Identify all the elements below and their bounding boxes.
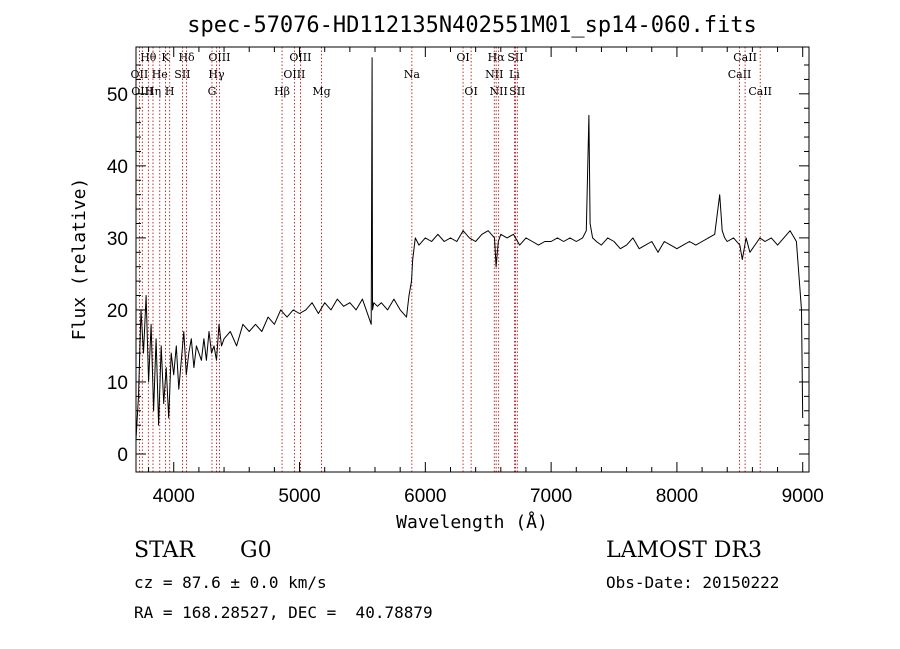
chart-title: spec-57076-HD112135N402551M01_sp14-060.f… bbox=[187, 13, 757, 38]
y-tick-label: 10 bbox=[107, 373, 128, 394]
marker-label: OIII bbox=[131, 85, 153, 98]
plot-frame bbox=[135, 46, 810, 473]
marker-label: OIII bbox=[283, 68, 305, 81]
x-tick-label: 4000 bbox=[153, 486, 195, 507]
y-tick-label: 50 bbox=[107, 85, 128, 106]
marker-label: Na bbox=[404, 68, 421, 81]
marker-label: CaII bbox=[748, 85, 772, 98]
plot-area bbox=[135, 57, 804, 440]
y-axis-label: Flux (relative) bbox=[69, 178, 90, 341]
marker-label: He bbox=[152, 68, 168, 81]
x-tick-label: 5000 bbox=[278, 486, 320, 507]
marker-label: SII bbox=[174, 68, 190, 81]
x-tick-label: 7000 bbox=[530, 486, 572, 507]
marker-label: CaII bbox=[728, 68, 752, 81]
y-tick-label: 40 bbox=[107, 157, 128, 178]
redshift-readout: cz = 87.6 ± 0.0 km/s bbox=[134, 573, 327, 592]
marker-label: Hη bbox=[145, 85, 161, 98]
x-tick-label: 9000 bbox=[782, 486, 824, 507]
obs-date: Obs-Date: 20150222 bbox=[606, 573, 780, 592]
marker-label: Hδ bbox=[178, 51, 195, 64]
marker-label: Hβ bbox=[274, 85, 290, 98]
marker-label: SII bbox=[507, 51, 523, 64]
x-tick-label: 6000 bbox=[404, 486, 446, 507]
y-tick-label: 20 bbox=[107, 301, 128, 322]
marker-label: OII bbox=[131, 68, 149, 81]
marker-label: Hθ bbox=[140, 51, 157, 64]
marker-label: CaII bbox=[733, 51, 757, 64]
y-tick-label: 0 bbox=[117, 445, 128, 466]
marker-label: Hα bbox=[488, 51, 506, 64]
object-subclass: G0 bbox=[240, 538, 272, 563]
marker-label: K bbox=[161, 51, 170, 64]
marker-label: SII bbox=[509, 85, 525, 98]
marker-label: G bbox=[208, 85, 217, 98]
marker-label: NII bbox=[485, 68, 503, 81]
object-class: STAR bbox=[134, 538, 195, 563]
marker-label: OIII bbox=[289, 51, 311, 64]
survey-name: LAMOST DR3 bbox=[606, 538, 762, 563]
marker-label: Mg bbox=[312, 85, 330, 98]
marker-label: H bbox=[165, 85, 175, 98]
coordinates: RA = 168.28527, DEC = 40.78879 bbox=[134, 603, 433, 622]
marker-label: Hγ bbox=[208, 68, 225, 81]
y-tick-label: 30 bbox=[107, 229, 128, 250]
axis-ticks: 4000 5000 6000 7000 8000 9000 0 10 20 30 40 50 bbox=[107, 47, 824, 507]
x-axis-label: Wavelength (Å) bbox=[396, 511, 548, 533]
x-tick-label: 8000 bbox=[656, 486, 698, 507]
marker-label: Li bbox=[509, 68, 520, 81]
marker-label: NII bbox=[490, 85, 508, 98]
spectrum-series-line bbox=[135, 57, 804, 440]
marker-label: OI bbox=[464, 85, 477, 98]
marker-label: OIII bbox=[208, 51, 230, 64]
marker-label: OI bbox=[456, 51, 469, 64]
